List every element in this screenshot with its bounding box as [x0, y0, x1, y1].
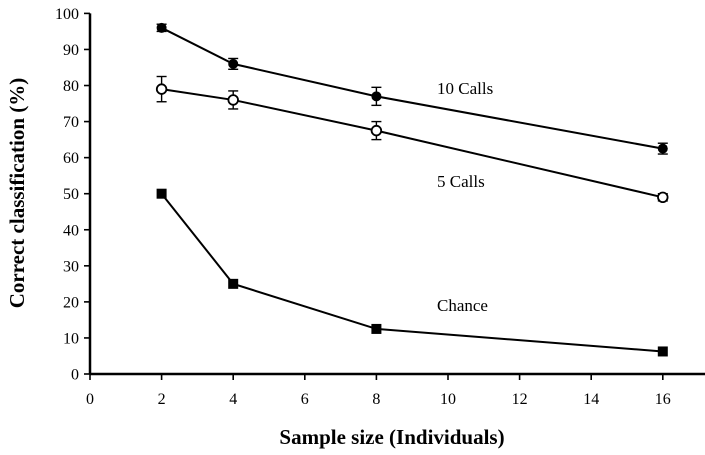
y-tick-label: 50 — [63, 186, 79, 203]
y-tick-label: 10 — [63, 330, 79, 347]
x-axis-title: Sample size (Individuals) — [279, 425, 504, 449]
10-calls-data-point — [228, 58, 239, 69]
plot-area: 0 10 20 30 40 50 60 70 80 90 100 0 2 4 6 8 10 12 14 16 10 Ca… — [55, 6, 705, 408]
chance-series-line — [160, 193, 663, 353]
x-tick-label: 4 — [229, 391, 237, 408]
5-calls-series-label: 5 Calls — [437, 172, 485, 191]
5-calls-data-point — [227, 94, 239, 106]
10-calls-data-point — [371, 91, 382, 102]
x-tick-label: 0 — [86, 391, 94, 408]
y-tick-label: 0 — [71, 367, 79, 384]
5-calls-series-line — [161, 88, 664, 199]
y-tick-label: 60 — [63, 150, 79, 167]
y-tick-label: 30 — [63, 258, 79, 275]
y-tick-label: 20 — [63, 294, 79, 311]
chance-series-label: Chance — [437, 296, 488, 315]
x-tick-label: 12 — [512, 391, 528, 408]
10-calls-series-label: 10 Calls — [437, 79, 493, 98]
10-calls-data-point — [156, 22, 167, 33]
x-tick-label: 14 — [583, 391, 599, 408]
x-tick-label: 16 — [655, 391, 671, 408]
chance-data-point — [228, 278, 239, 289]
y-tick-label: 70 — [63, 114, 79, 131]
x-tick-label: 2 — [158, 391, 166, 408]
5-calls-data-point — [370, 124, 383, 137]
chance-data-point — [371, 323, 382, 334]
y-axis-title: Correct classification (%) — [5, 78, 29, 309]
y-tick-label: 100 — [55, 6, 79, 23]
10-calls-data-point — [657, 143, 668, 154]
5-calls-data-point — [155, 83, 168, 95]
chance-data-point — [156, 188, 167, 199]
chance-data-point — [657, 346, 668, 357]
y-tick-label: 40 — [63, 222, 79, 239]
x-tick-label: 6 — [301, 391, 309, 408]
x-tick-label: 8 — [372, 391, 380, 408]
x-tick-label: 10 — [440, 391, 456, 408]
5-calls-data-point — [657, 191, 669, 204]
y-tick-label: 90 — [63, 42, 79, 59]
y-tick-label: 80 — [63, 78, 79, 95]
10-calls-series-line — [161, 26, 663, 150]
